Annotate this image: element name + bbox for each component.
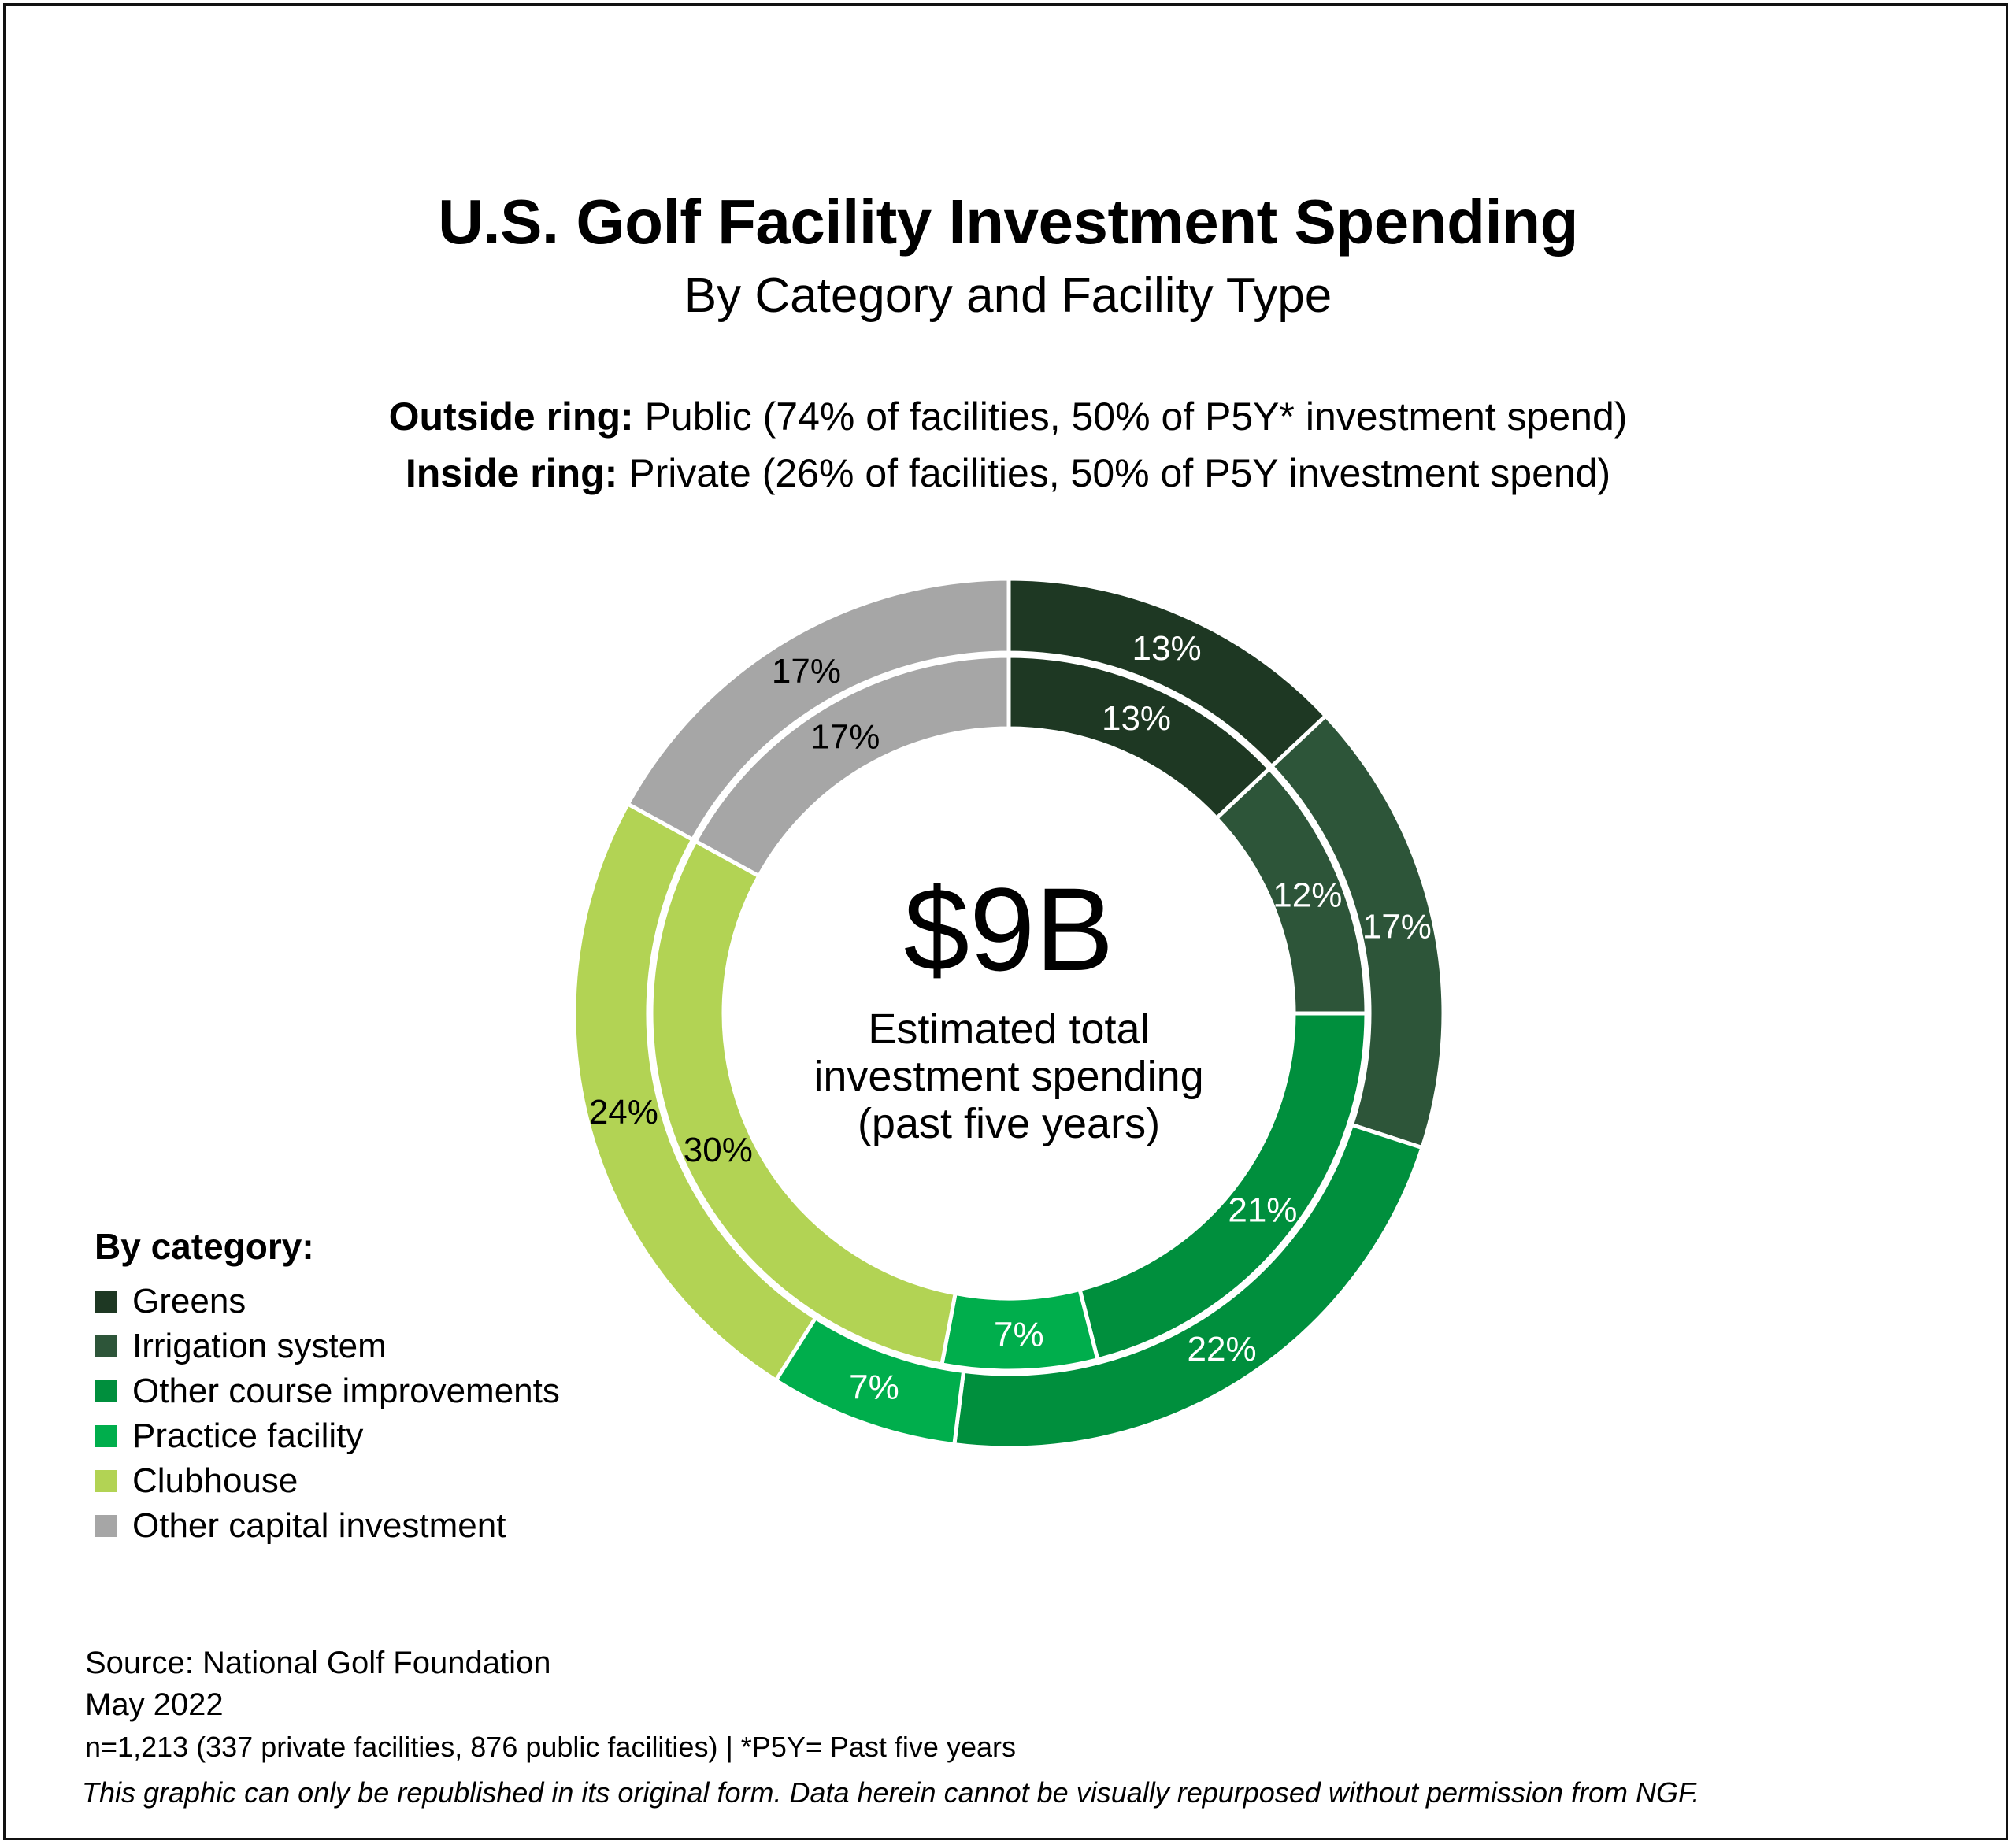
inside-ring-segment-other-capital-investment [692,654,1011,880]
outside-ring-label-clubhouse: 24% [589,1093,658,1131]
legend-swatch-irrigation-system [94,1335,117,1357]
legend-item-practice-facility: Practice facility [94,1413,560,1458]
outside-ring-label: Outside ring: [388,394,634,439]
chart-subtitle: By Category and Facility Type [684,268,1332,323]
legend-item-other-capital-investment: Other capital investment [94,1503,560,1548]
legend-label-irrigation-system: Irrigation system [132,1326,387,1365]
inside-ring-segment-clubhouse [649,838,958,1367]
inside-ring-label-other-course-improvements: 21% [1228,1191,1297,1230]
legend-item-clubhouse: Clubhouse [94,1458,560,1503]
source-note: Source: National Golf Foundation [85,1646,551,1680]
legend-item-irrigation-system: Irrigation system [94,1324,560,1368]
legend-swatch-practice-facility [94,1424,117,1447]
outside-ring-text: Public (74% of facilities, 50% of P5Y* i… [644,394,1628,439]
chart-frame [3,3,2008,1840]
legend-item-other-course-improvements: Other course improvements [94,1368,560,1413]
center-total-value: $9B [904,863,1114,995]
disclaimer-note: This graphic can only be republished in … [82,1776,1700,1809]
outside-ring-label-irrigation-system: 17% [1362,907,1432,946]
legend-label-clubhouse: Clubhouse [132,1461,298,1500]
legend-swatch-clubhouse [94,1469,117,1492]
outside-ring-segment-other-capital-investment [624,576,1011,843]
outside-ring-note: Outside ring: Public (74% of facilities,… [0,394,2016,439]
center-caption-line-2: investment spending [813,1053,1203,1100]
chart-title: U.S. Golf Facility Investment Spending [438,187,1578,257]
legend: By category: Greens Irrigation system Ot… [94,1225,560,1548]
outside-ring-label-other-capital-investment: 17% [772,652,841,691]
legend-item-greens: Greens [94,1279,560,1324]
sample-size-note: n=1,213 (337 private facilities, 876 pub… [85,1731,1016,1763]
legend-label-practice-facility: Practice facility [132,1416,364,1455]
inside-ring-text: Private (26% of facilities, 50% of P5Y i… [628,451,1611,495]
inside-ring-label-practice-facility: 7% [994,1315,1044,1354]
inside-ring-label: Inside ring: [405,451,618,495]
date-note: May 2022 [85,1687,224,1722]
legend-swatch-greens [94,1290,117,1313]
ring-labels: 13% 17% 22% 7% 24% 17% 13% 12% 21% 7% 30% 17% [589,629,1432,1407]
outside-ring-label-practice-facility: 7% [849,1368,899,1407]
legend-title: By category: [94,1226,314,1267]
outside-ring-label-greens: 13% [1132,629,1202,668]
inside-ring-label-greens: 13% [1102,699,1171,738]
inside-ring-label-clubhouse: 30% [684,1131,753,1169]
inside-ring-label-other-capital-investment: 17% [810,717,880,756]
outside-ring-label-other-course-improvements: 22% [1188,1330,1257,1368]
legend-swatch-other-capital-investment [94,1514,117,1537]
inside-ring-label-irrigation-system: 12% [1273,876,1342,914]
center-caption-line-3: (past five years) [858,1100,1160,1147]
legend-swatch-other-course-improvements [94,1380,117,1402]
center-caption-line-1: Estimated total [868,1005,1149,1053]
inside-ring-note: Inside ring: Private (26% of facilities,… [0,450,2016,496]
legend-label-greens: Greens [132,1281,246,1320]
ring-segments [572,576,1446,1450]
legend-label-other-capital-investment: Other capital investment [132,1505,506,1545]
legend-label-other-course-improvements: Other course improvements [132,1371,560,1410]
